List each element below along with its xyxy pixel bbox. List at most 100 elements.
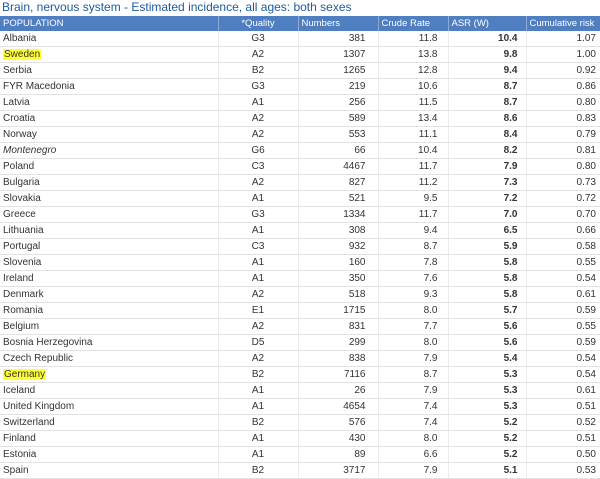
cell-quality: B2 — [218, 62, 299, 79]
cell-cumulative-risk: 0.59 — [526, 302, 600, 319]
cell-asr: 5.2 — [448, 430, 527, 447]
cell-population: Portugal — [0, 238, 219, 255]
cell-cumulative-risk: 0.58 — [526, 238, 600, 255]
incidence-table: POPULATION *Quality Numbers Crude Rate A… — [0, 16, 600, 479]
cell-cumulative-risk: 0.72 — [526, 190, 600, 207]
cell-asr: 9.4 — [448, 62, 527, 79]
cell-quality: C3 — [218, 158, 299, 175]
table-row: Albania G3 381 11.8 10.4 1.07 — [0, 31, 600, 47]
cell-asr: 8.6 — [448, 110, 527, 127]
cell-asr: 5.9 — [448, 238, 527, 255]
cell-quality: B2 — [218, 462, 299, 479]
table-row: Croatia A2 589 13.4 8.6 0.83 — [0, 110, 600, 127]
population-label: Portugal — [3, 241, 41, 252]
table-row: Denmark A2 518 9.3 5.8 0.61 — [0, 286, 600, 303]
table-row: Iceland A1 26 7.9 5.3 0.61 — [0, 382, 600, 399]
cell-crude-rate: 11.5 — [378, 94, 449, 111]
cell-asr: 5.3 — [448, 366, 527, 383]
cell-numbers: 932 — [298, 238, 379, 255]
table-row: Bosnia Herzegovina D5 299 8.0 5.6 0.59 — [0, 334, 600, 351]
cell-quality: B2 — [218, 414, 299, 431]
cell-cumulative-risk: 0.92 — [526, 62, 600, 79]
column-header-cumulative-risk[interactable]: Cumulative risk — [526, 16, 600, 31]
cell-cumulative-risk: 0.80 — [526, 94, 600, 111]
cell-cumulative-risk: 0.70 — [526, 206, 600, 223]
cell-cumulative-risk: 0.80 — [526, 158, 600, 175]
table-row: Montenegro G6 66 10.4 8.2 0.81 — [0, 142, 600, 159]
cell-numbers: 1265 — [298, 62, 379, 79]
cell-crude-rate: 11.8 — [378, 31, 449, 47]
table-row: Germany B2 7116 8.7 5.3 0.54 — [0, 366, 600, 383]
cell-asr: 7.3 — [448, 174, 527, 191]
table-row: Romania E1 1715 8.0 5.7 0.59 — [0, 302, 600, 319]
population-label: Lithuania — [3, 225, 44, 236]
table-row: Estonia A1 89 6.6 5.2 0.50 — [0, 446, 600, 463]
cell-population: Denmark — [0, 286, 219, 303]
table-row: Lithuania A1 308 9.4 6.5 0.66 — [0, 222, 600, 239]
cell-numbers: 89 — [298, 446, 379, 463]
cell-crude-rate: 11.7 — [378, 158, 449, 175]
column-header-quality[interactable]: *Quality — [218, 16, 299, 31]
column-header-numbers[interactable]: Numbers — [298, 16, 379, 31]
cell-cumulative-risk: 0.55 — [526, 318, 600, 335]
cell-population: Belgium — [0, 318, 219, 335]
cell-crude-rate: 8.7 — [378, 238, 449, 255]
cell-asr: 8.7 — [448, 78, 527, 95]
cell-numbers: 7116 — [298, 366, 379, 383]
cell-crude-rate: 7.7 — [378, 318, 449, 335]
table-row: Latvia A1 256 11.5 8.7 0.80 — [0, 94, 600, 111]
cell-numbers: 381 — [298, 31, 379, 47]
cell-quality: C3 — [218, 238, 299, 255]
cell-numbers: 219 — [298, 78, 379, 95]
table-row: Ireland A1 350 7.6 5.8 0.54 — [0, 270, 600, 287]
cell-population: FYR Macedonia — [0, 78, 219, 95]
cell-population: Germany — [0, 366, 219, 383]
cell-numbers: 4467 — [298, 158, 379, 175]
cell-asr: 5.6 — [448, 318, 527, 335]
cell-crude-rate: 10.6 — [378, 78, 449, 95]
column-header-crude-rate[interactable]: Crude Rate — [378, 16, 449, 31]
population-label: Bosnia Herzegovina — [3, 337, 93, 348]
cell-quality: G3 — [218, 206, 299, 223]
cell-asr: 5.8 — [448, 254, 527, 271]
cell-numbers: 553 — [298, 126, 379, 143]
cell-quality: A1 — [218, 382, 299, 399]
cell-crude-rate: 7.9 — [378, 382, 449, 399]
population-label: Sweden — [3, 49, 42, 60]
cell-population: Czech Republic — [0, 350, 219, 367]
cell-quality: A2 — [218, 286, 299, 303]
cell-crude-rate: 11.1 — [378, 126, 449, 143]
cell-cumulative-risk: 0.81 — [526, 142, 600, 159]
column-header-population[interactable]: POPULATION — [0, 16, 219, 31]
population-label: Poland — [3, 161, 35, 172]
cell-population: Greece — [0, 206, 219, 223]
cell-crude-rate: 11.7 — [378, 206, 449, 223]
cell-population: Bulgaria — [0, 174, 219, 191]
cell-population: Iceland — [0, 382, 219, 399]
cell-asr: 5.2 — [448, 414, 527, 431]
cell-quality: A2 — [218, 126, 299, 143]
cell-crude-rate: 9.4 — [378, 222, 449, 239]
population-label: Germany — [3, 369, 47, 380]
cell-crude-rate: 7.6 — [378, 270, 449, 287]
table-row: Switzerland B2 576 7.4 5.2 0.52 — [0, 414, 600, 431]
population-label: Latvia — [3, 97, 30, 108]
cell-asr: 5.1 — [448, 462, 527, 479]
cell-crude-rate: 11.2 — [378, 174, 449, 191]
cell-population: United Kingdom — [0, 398, 219, 415]
cell-crude-rate: 9.5 — [378, 190, 449, 207]
cell-population: Croatia — [0, 110, 219, 127]
population-label: Slovakia — [3, 193, 41, 204]
cell-crude-rate: 13.4 — [378, 110, 449, 127]
cell-cumulative-risk: 0.73 — [526, 174, 600, 191]
population-label: FYR Macedonia — [3, 81, 75, 92]
table-row: FYR Macedonia G3 219 10.6 8.7 0.86 — [0, 78, 600, 95]
cell-population: Albania — [0, 31, 219, 47]
cell-quality: G3 — [218, 78, 299, 95]
cell-quality: A1 — [218, 398, 299, 415]
table-row: Portugal C3 932 8.7 5.9 0.58 — [0, 238, 600, 255]
column-header-asr[interactable]: ASR (W) — [448, 16, 527, 31]
cell-numbers: 589 — [298, 110, 379, 127]
cell-cumulative-risk: 0.66 — [526, 222, 600, 239]
cell-asr: 5.6 — [448, 334, 527, 351]
